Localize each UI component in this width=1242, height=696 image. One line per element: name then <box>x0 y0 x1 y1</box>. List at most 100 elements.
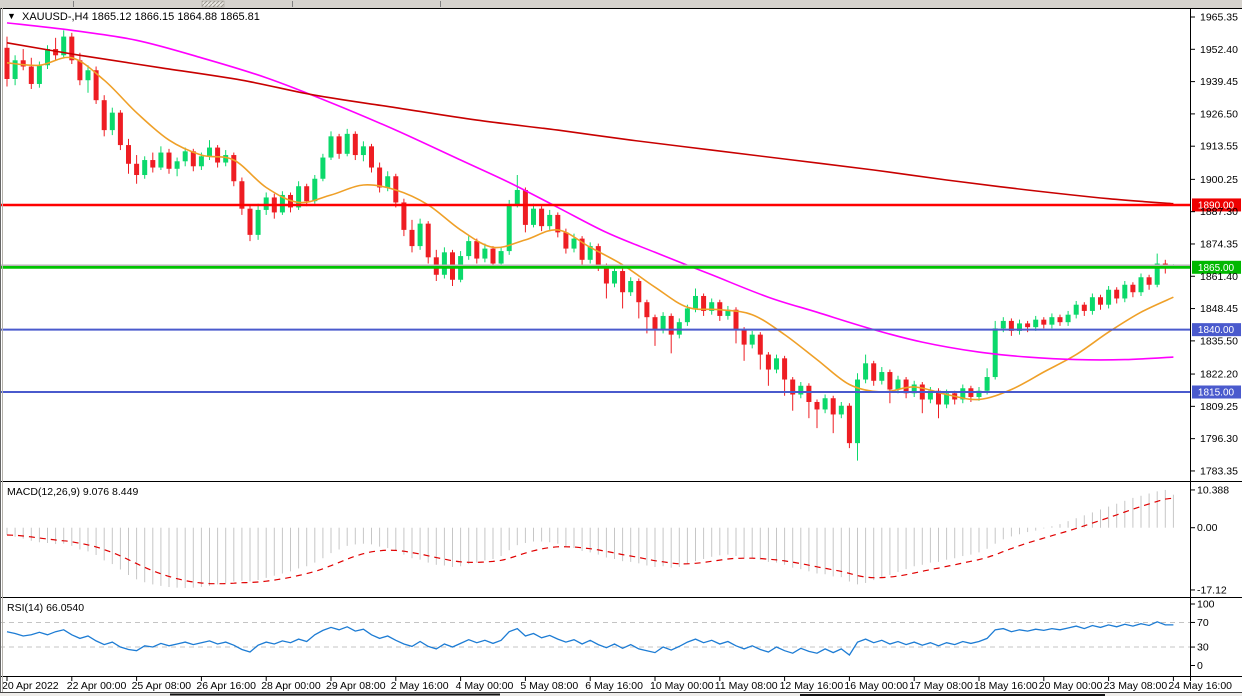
time-axis-label: 28 Apr 00:00 <box>261 680 321 692</box>
candle-body <box>1049 317 1055 325</box>
rsi-axis-label: 0 <box>1197 660 1203 672</box>
ma-fast-orange-line <box>6 56 1174 401</box>
candle <box>1089 293 1095 315</box>
candle <box>28 57 34 89</box>
candle <box>109 107 115 136</box>
candle-body <box>1146 277 1152 285</box>
candle-body <box>198 156 204 167</box>
price-axis[interactable] <box>1190 8 1242 676</box>
price-axis-label: 1965.35 <box>1200 12 1238 24</box>
macd-panel-plot[interactable] <box>0 481 1242 597</box>
time-axis-label: 25 Apr 08:00 <box>132 680 192 692</box>
candle-body <box>798 385 804 395</box>
candle <box>377 162 383 193</box>
quick-trade-arrow-icon[interactable]: ▼ <box>7 11 16 21</box>
candle <box>441 247 447 279</box>
candle <box>676 318 682 339</box>
candle-body <box>360 146 366 156</box>
candle-body <box>863 363 869 380</box>
candle <box>255 203 261 240</box>
candle-body <box>628 281 634 293</box>
candle-body <box>1122 284 1128 299</box>
candle-body <box>223 155 229 163</box>
candle <box>1138 273 1144 296</box>
candle-body <box>879 372 885 381</box>
candle <box>838 401 844 419</box>
candle-body <box>385 176 391 188</box>
candle-body <box>296 186 302 208</box>
candle-body <box>579 238 585 260</box>
price-axis-label: 1835.50 <box>1200 335 1238 347</box>
candle <box>328 131 334 161</box>
candle <box>312 175 318 204</box>
candle-body <box>401 202 407 230</box>
main-chart-plot[interactable] <box>0 8 1242 481</box>
candle-body <box>1025 323 1031 328</box>
time-axis-label: 12 May 16:00 <box>780 680 844 692</box>
time-axis-label: 17 May 08:00 <box>909 680 973 692</box>
candle-body <box>814 401 820 410</box>
candle <box>741 327 747 361</box>
time-axis-label: 18 May 16:00 <box>974 680 1038 692</box>
candle <box>142 156 148 179</box>
price-axis-label: 1796.30 <box>1200 433 1238 445</box>
candle <box>482 243 488 263</box>
candle-body <box>522 189 528 225</box>
candle <box>539 206 545 232</box>
candle <box>20 49 26 71</box>
candle-body <box>1033 319 1039 328</box>
candle-body <box>1008 320 1014 331</box>
price-axis-label: 1887.30 <box>1200 206 1238 218</box>
bottom-strip <box>0 692 1242 696</box>
candle <box>757 332 763 370</box>
candle-body <box>1098 297 1103 305</box>
candle <box>182 147 188 167</box>
price-level-badge-label: 1890.00 <box>1198 200 1235 211</box>
candle <box>77 52 83 86</box>
candle <box>830 395 836 434</box>
candle <box>531 203 536 228</box>
rsi-axis-label: 100 <box>1197 599 1215 611</box>
candle-body <box>668 315 674 335</box>
price-level-badge-label: 1865.00 <box>1198 263 1235 274</box>
candle-body <box>336 136 342 154</box>
candle <box>547 209 553 230</box>
candle <box>247 204 253 242</box>
time-axis-label: 20 Apr 2022 <box>2 680 59 692</box>
candle-body <box>1089 297 1095 311</box>
candle <box>498 247 504 268</box>
candle-body <box>320 157 326 179</box>
candle-body <box>174 161 180 169</box>
candle <box>522 187 528 233</box>
candle <box>628 277 634 296</box>
candle <box>612 267 617 288</box>
bottom-edge-segment <box>800 694 1105 696</box>
candle-body <box>774 358 779 370</box>
macd-axis-label: -17.12 <box>1197 584 1227 596</box>
price-axis-label: 1848.45 <box>1200 303 1238 315</box>
macd-axis-label: 0.00 <box>1197 522 1218 534</box>
candle-body <box>790 379 796 395</box>
rsi-panel-plot[interactable] <box>0 597 1242 676</box>
rsi-indicator-label: RSI(14) 66.0540 <box>7 602 84 614</box>
candle-body <box>377 167 383 188</box>
candle <box>765 352 771 386</box>
candle-body <box>93 70 99 101</box>
price-level-badge-label: 1840.00 <box>1198 325 1235 336</box>
candle-body <box>182 151 188 162</box>
candle-body <box>490 248 496 264</box>
candle-body <box>927 390 933 400</box>
candle-body <box>936 390 941 405</box>
candle <box>806 383 812 419</box>
time-axis-label: 6 May 16:00 <box>585 680 643 692</box>
candle-body <box>239 181 245 209</box>
candle-body <box>806 385 812 402</box>
candle-body <box>644 302 650 318</box>
candle-body <box>571 238 577 249</box>
candle <box>1049 313 1055 329</box>
time-axis[interactable] <box>0 676 1242 692</box>
candle <box>733 307 739 344</box>
bottom-strip-bg <box>0 693 1242 696</box>
candle-body <box>1154 263 1160 285</box>
price-axis-label: 1926.50 <box>1200 108 1238 120</box>
